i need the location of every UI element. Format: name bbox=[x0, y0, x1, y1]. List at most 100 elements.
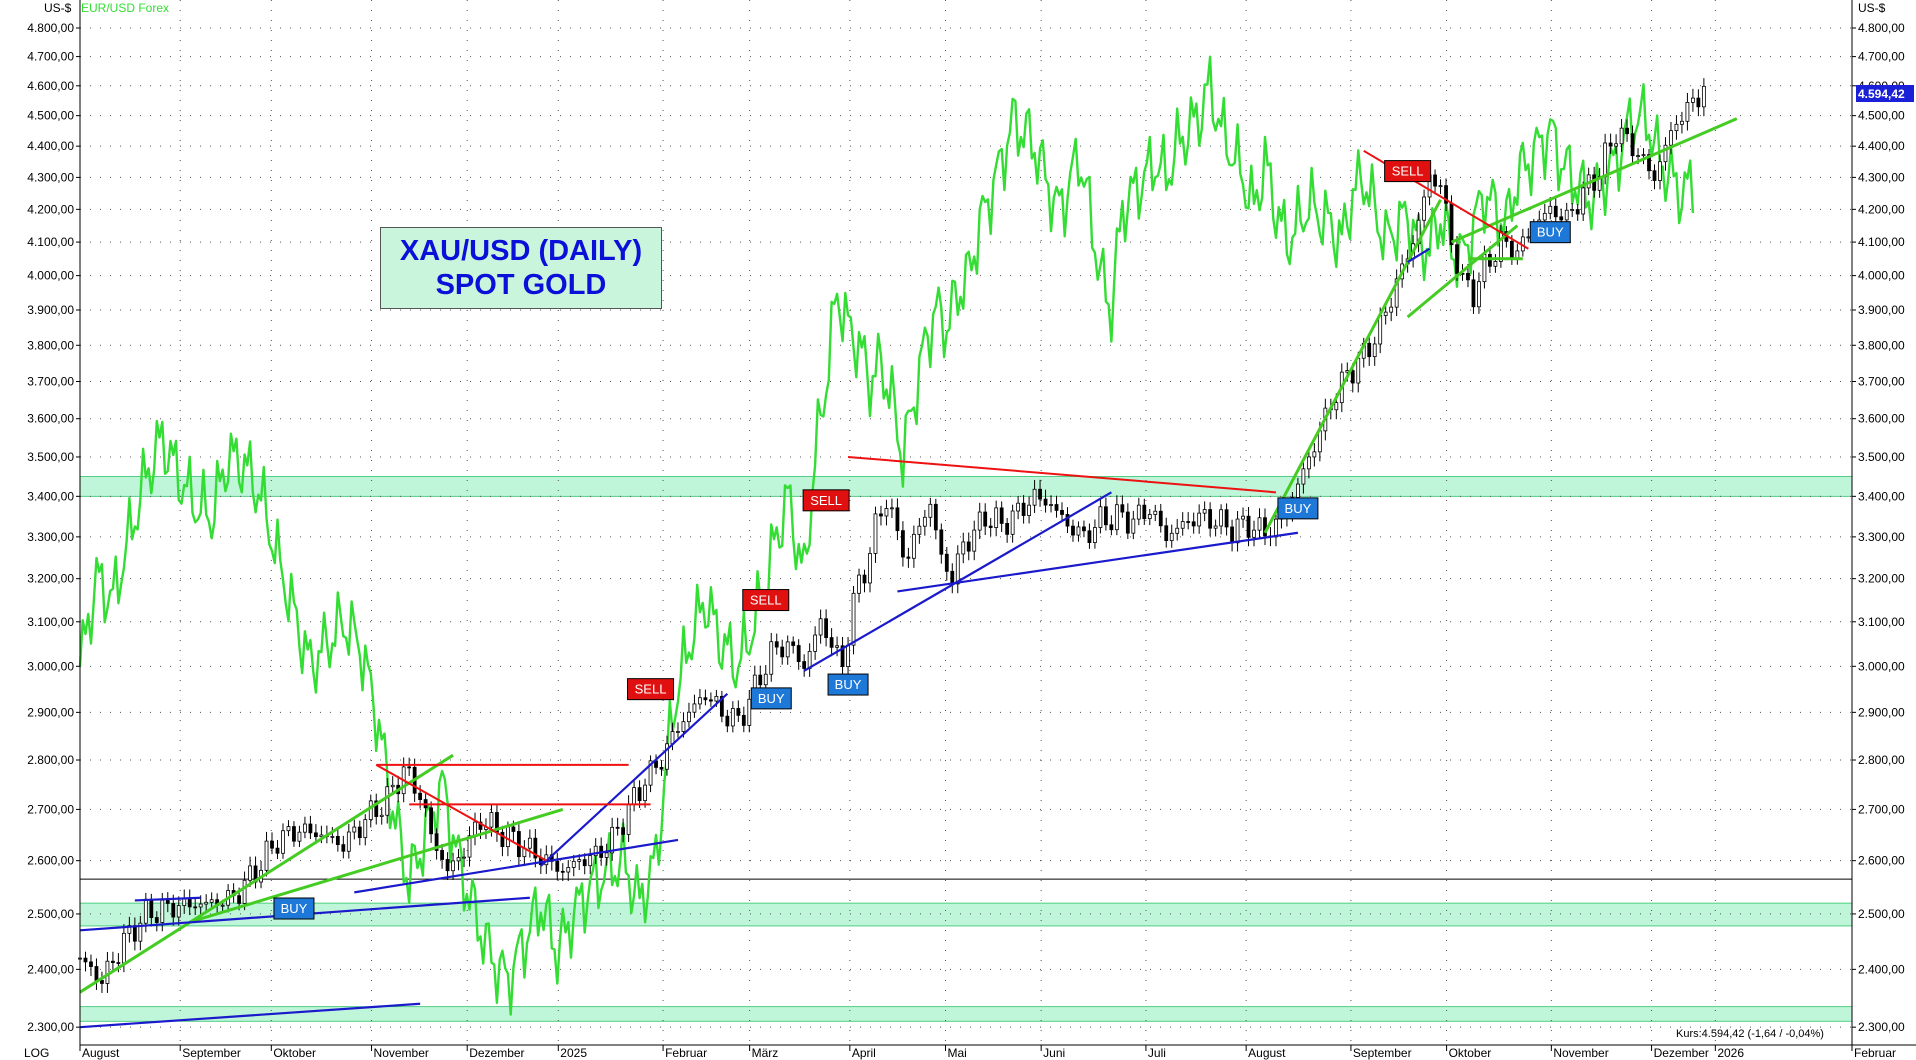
candle-body bbox=[758, 674, 763, 686]
candle-body bbox=[127, 925, 132, 934]
candle-body bbox=[506, 826, 510, 848]
candle-body bbox=[1564, 209, 1569, 221]
candle-body bbox=[1658, 161, 1662, 181]
candle-body bbox=[149, 898, 154, 918]
candle-body bbox=[1652, 170, 1657, 181]
candle-body bbox=[165, 899, 170, 904]
candle-body bbox=[1570, 209, 1575, 211]
x-tick-label: August bbox=[1248, 1046, 1286, 1060]
candle-body bbox=[511, 826, 516, 832]
candle-body bbox=[1021, 502, 1026, 516]
y-tick-label: 4.500,00 bbox=[27, 109, 74, 123]
candle-body bbox=[182, 898, 187, 906]
right-unit-label: US-$ bbox=[1858, 1, 1886, 15]
candle-body bbox=[966, 541, 971, 552]
candle-body bbox=[698, 697, 702, 705]
y-tick-label: 4.600,00 bbox=[27, 79, 74, 93]
support-zones bbox=[79, 476, 1853, 1022]
y-tick-label: 3.800,00 bbox=[27, 338, 74, 352]
candle-body bbox=[1647, 154, 1651, 172]
y-tick-label: 3.700,00 bbox=[27, 374, 74, 388]
candle-body bbox=[1422, 196, 1426, 221]
candle-body bbox=[1592, 174, 1597, 191]
candle-body bbox=[248, 865, 252, 881]
candle-body bbox=[560, 870, 565, 873]
candle-body bbox=[275, 847, 280, 854]
sell-signal-badge bbox=[1384, 160, 1432, 183]
candle-body bbox=[1455, 244, 1459, 274]
candle-body bbox=[939, 529, 944, 555]
candle-body bbox=[1093, 527, 1097, 543]
candle-body bbox=[588, 855, 593, 867]
trendline-green bbox=[189, 807, 564, 924]
candle-body bbox=[1213, 525, 1218, 529]
y-tick-label: 2.400,00 bbox=[1858, 962, 1905, 976]
sell-signal-label: SELL bbox=[1392, 164, 1424, 179]
overlay-legend-label: EUR/USD Forex bbox=[81, 1, 169, 15]
trendline-blue bbox=[1407, 247, 1431, 264]
y-tick-label: 4.000,00 bbox=[1858, 269, 1905, 283]
candle-body bbox=[209, 899, 214, 903]
candle-body bbox=[111, 960, 115, 963]
y-tick-label: 2.800,00 bbox=[1858, 753, 1905, 767]
y-tick-label: 4.200,00 bbox=[1858, 202, 1905, 216]
candle-body bbox=[1241, 515, 1245, 520]
candle-body bbox=[363, 819, 368, 839]
candle-body bbox=[692, 703, 697, 713]
candle-body bbox=[407, 766, 412, 769]
candle-body bbox=[1197, 512, 1202, 527]
y-tick-label: 4.400,00 bbox=[1858, 139, 1905, 153]
candle-body bbox=[681, 721, 686, 732]
candle-body bbox=[116, 962, 121, 964]
candle-body bbox=[1109, 524, 1114, 531]
candle-body bbox=[1208, 509, 1213, 529]
candle-body bbox=[911, 533, 916, 559]
price-candles bbox=[78, 78, 1706, 993]
candle-body bbox=[1350, 370, 1355, 384]
candle-body bbox=[1526, 236, 1531, 239]
x-tick-label: November bbox=[1553, 1046, 1608, 1060]
candle-body bbox=[478, 821, 483, 830]
buy-signal-label: BUY bbox=[1285, 501, 1312, 516]
candle-body bbox=[1466, 272, 1470, 281]
candle-body bbox=[879, 513, 883, 517]
trendlines bbox=[79, 117, 1738, 1029]
candle-body bbox=[1131, 518, 1136, 534]
y-tick-label: 3.400,00 bbox=[1858, 489, 1905, 503]
candle-body bbox=[1477, 281, 1481, 308]
candle-body bbox=[824, 618, 829, 638]
trendline-green bbox=[1263, 198, 1442, 534]
candle-body bbox=[983, 511, 988, 527]
buy-signal-badge bbox=[1277, 497, 1319, 520]
candle-body bbox=[1444, 185, 1448, 204]
candle-body bbox=[418, 792, 423, 800]
candle-body bbox=[1071, 525, 1075, 536]
candle-body bbox=[769, 641, 774, 675]
candle-body bbox=[297, 831, 302, 842]
trendline-green bbox=[79, 753, 454, 994]
candle-body bbox=[1142, 504, 1147, 520]
x-tick-label: Februar bbox=[1854, 1046, 1896, 1060]
candle-body bbox=[994, 507, 999, 528]
candle-body bbox=[741, 714, 746, 726]
candle-body bbox=[571, 860, 576, 868]
y-tick-label: 4.300,00 bbox=[27, 170, 74, 184]
candle-body bbox=[1509, 241, 1514, 260]
candle-body bbox=[1252, 529, 1256, 538]
candle-body bbox=[890, 507, 894, 510]
candle-body bbox=[341, 844, 346, 852]
candle-body bbox=[1114, 504, 1119, 531]
candle-body bbox=[160, 899, 165, 923]
candle-body bbox=[1630, 133, 1635, 157]
buy-signal-badge bbox=[1529, 221, 1571, 244]
candle-body bbox=[314, 832, 318, 838]
candle-body bbox=[1005, 523, 1010, 535]
candle-body bbox=[933, 503, 938, 531]
candle-body bbox=[851, 592, 856, 646]
candle-body bbox=[582, 859, 587, 867]
candle-body bbox=[357, 826, 362, 839]
support-zone bbox=[79, 902, 1853, 927]
candle-body bbox=[846, 644, 850, 667]
y-tick-label: 3.300,00 bbox=[1858, 530, 1905, 544]
candle-body bbox=[626, 803, 631, 835]
